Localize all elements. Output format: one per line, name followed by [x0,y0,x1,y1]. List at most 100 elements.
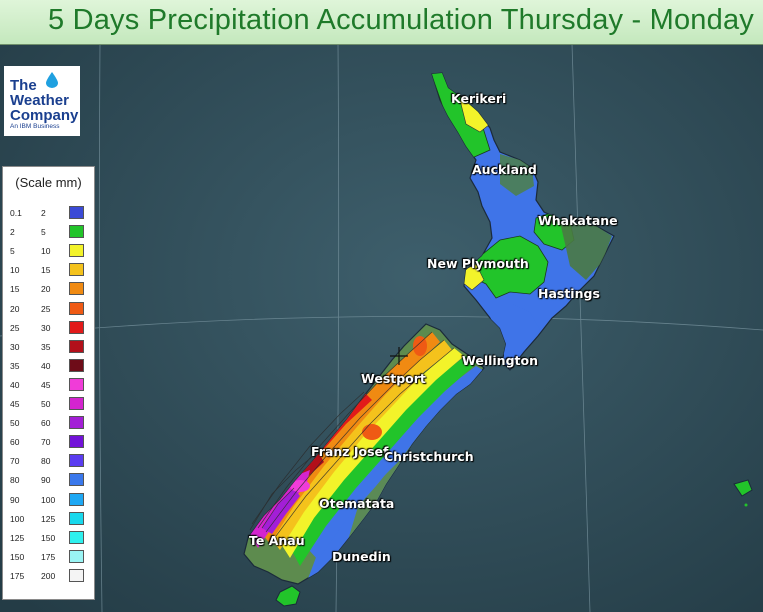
legend-from: 80 [10,475,20,486]
legend-title: (Scale mm) [15,175,82,190]
legend-swatch [69,416,84,430]
legend-to: 150 [41,532,56,543]
legend-from: 125 [10,532,25,543]
legend-row: 125 150 [3,529,94,548]
logo-line-2: Weather [10,92,69,109]
water-drop-icon [46,72,58,88]
legend-swatch [69,301,84,315]
legend-row: 20 25 [3,300,94,319]
legend-to: 2 [41,208,46,218]
city-label: Whakatane [538,213,618,228]
legend-to: 15 [41,265,51,276]
legend-row: 80 90 [3,471,94,490]
legend-from: 25 [10,322,20,333]
legend-from: 5 [10,246,15,257]
legend-from: 10 [10,265,20,276]
legend-swatch [69,530,84,544]
legend-to: 60 [41,418,51,429]
legend-to: 20 [41,284,51,295]
legend-swatch [69,320,84,334]
legend-row: 175 200 [3,567,94,586]
legend-to: 80 [41,456,51,467]
legend-row: 40 45 [3,376,94,395]
stewart-island [275,585,301,607]
legend-swatch [69,492,84,506]
legend-to: 200 [41,570,56,581]
legend-to: 90 [41,475,51,486]
legend-from: 60 [10,437,20,448]
map-title: 5 Days Precipitation Accumulation Thursd… [47,4,754,36]
legend-row: 25 30 [3,319,94,338]
legend-from: 0.1 [10,208,22,218]
city-label: Kerikeri [451,91,507,106]
legend-to: 35 [41,341,51,352]
weather-company-logo: The Weather Company An IBM Business [4,66,80,136]
legend-row: 5 10 [3,242,94,261]
chatham-islet [744,503,748,507]
legend-row: 10 15 [3,261,94,280]
legend-from: 45 [10,399,20,409]
logo-line-1: The [10,77,37,94]
legend-row: 100 125 [3,510,94,529]
legend-from: 70 [10,456,20,467]
legend-to: 10 [41,246,51,257]
title-bar: 5 Days Precipitation Accumulation Thursd… [0,0,763,45]
legend-row: 0.1 2 [3,204,94,223]
legend-from: 150 [10,551,25,562]
legend-to: 175 [41,551,56,562]
legend-to: 25 [41,303,51,314]
legend-to: 125 [41,513,56,524]
legend-swatch [69,511,84,525]
city-label: Te Anau [249,533,305,548]
legend-to: 50 [41,399,51,409]
legend-swatch [69,473,84,487]
legend-swatch [69,358,84,372]
legend-row: 30 35 [3,338,94,357]
legend-to: 40 [41,360,51,371]
legend-row: 90 100 [3,491,94,510]
city-label: New Plymouth [427,256,529,271]
legend-row: 50 60 [3,414,94,433]
legend-row: 15 20 [3,280,94,299]
legend-swatch [69,244,84,258]
legend-swatch [69,263,84,277]
city-label: Christchurch [384,449,474,464]
legend-row: 150 175 [3,548,94,567]
city-label: Wellington [462,353,538,368]
city-label: Hastings [538,286,600,301]
legend-from: 2 [10,227,15,238]
chatham-islands [733,479,753,497]
precipitation-legend: (Scale mm) 0.1 2 2 5 5 10 10 15 15 20 20 25 25 30 30 35… [2,166,95,600]
legend-swatch [69,339,84,353]
crosshair-marker [390,347,408,365]
legend-to: 100 [41,494,56,505]
legend-swatch [69,435,84,449]
legend-swatch [69,206,84,219]
logo-line-3: Company [10,107,79,124]
city-label: Westport [361,371,426,386]
legend-from: 15 [10,284,20,295]
legend-row: 70 80 [3,452,94,471]
legend-row: 45 50 [3,395,94,414]
city-label: Otematata [319,496,395,511]
city-label: Auckland [472,162,537,177]
legend-from: 50 [10,418,20,429]
legend-from: 100 [10,513,25,524]
legend-from: 30 [10,341,20,352]
legend-to: 70 [41,437,51,448]
legend-swatch [69,568,84,582]
legend-row: 60 70 [3,433,94,452]
legend-from: 175 [10,570,25,581]
city-label: Franz Josef [311,444,389,459]
legend-swatch [69,377,84,391]
legend-from: 40 [10,379,20,390]
legend-from: 35 [10,360,20,371]
north-island [431,72,615,371]
legend-swatch [69,397,84,410]
legend-swatch [69,282,84,296]
legend-swatch [69,225,84,239]
logo-subtitle: An IBM Business [10,123,60,130]
